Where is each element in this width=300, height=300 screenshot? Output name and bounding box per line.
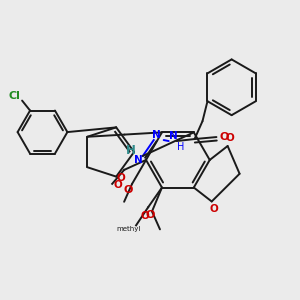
Text: O: O	[225, 133, 234, 143]
Text: O: O	[117, 173, 125, 183]
Text: O: O	[220, 132, 229, 142]
Text: O: O	[145, 210, 155, 220]
Text: H: H	[126, 145, 136, 158]
Text: H: H	[177, 142, 184, 152]
Text: O: O	[141, 212, 149, 221]
Text: Cl: Cl	[8, 91, 20, 100]
Text: N: N	[169, 131, 178, 141]
Text: N: N	[152, 130, 161, 140]
Text: methyl: methyl	[116, 226, 140, 232]
Text: O: O	[114, 180, 123, 190]
Text: O: O	[209, 204, 218, 214]
Text: N: N	[134, 155, 142, 165]
Text: O: O	[123, 185, 133, 195]
